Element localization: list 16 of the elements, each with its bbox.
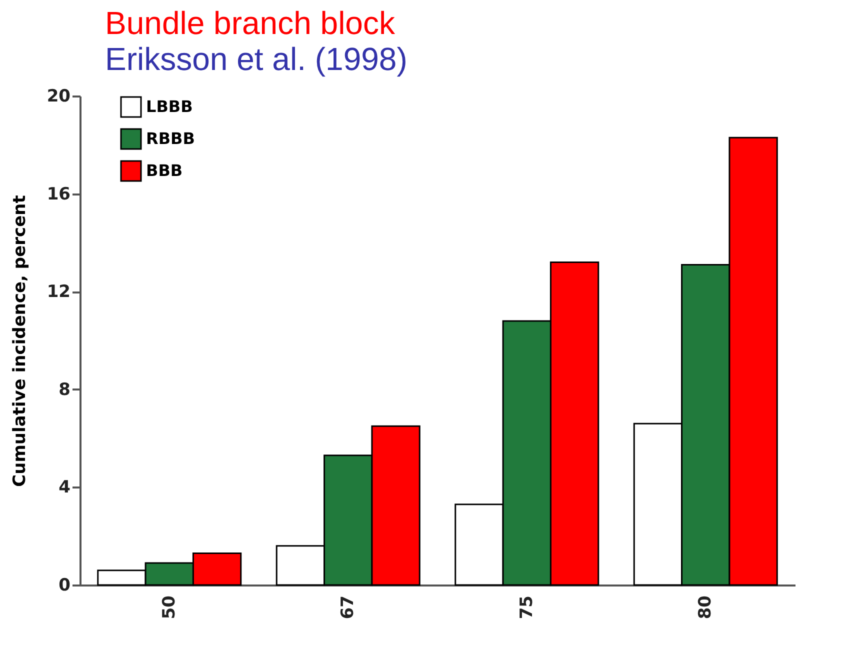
x-tick-label: 67 [338, 596, 358, 620]
legend-label: RBBB [146, 129, 195, 148]
y-tick-label: 4 [58, 478, 71, 498]
chart-title: Bundle branch block [105, 5, 396, 41]
y-tick-label: 12 [46, 282, 70, 302]
y-tick-label: 0 [58, 576, 71, 596]
legend-label: LBBB [146, 97, 193, 116]
y-tick-label: 8 [58, 380, 70, 400]
x-tick-label: 80 [696, 595, 716, 620]
y-axis-title: Cumulative incidence, percent [10, 195, 30, 487]
y-tick-label: 16 [46, 184, 70, 204]
y-tick-label: 20 [46, 86, 71, 106]
legend-label: BBB [146, 161, 183, 180]
chart-subtitle: Eriksson et al. (1998) [105, 41, 408, 77]
x-tick-label: 50 [159, 595, 180, 620]
x-tick-label: 75 [516, 596, 537, 620]
